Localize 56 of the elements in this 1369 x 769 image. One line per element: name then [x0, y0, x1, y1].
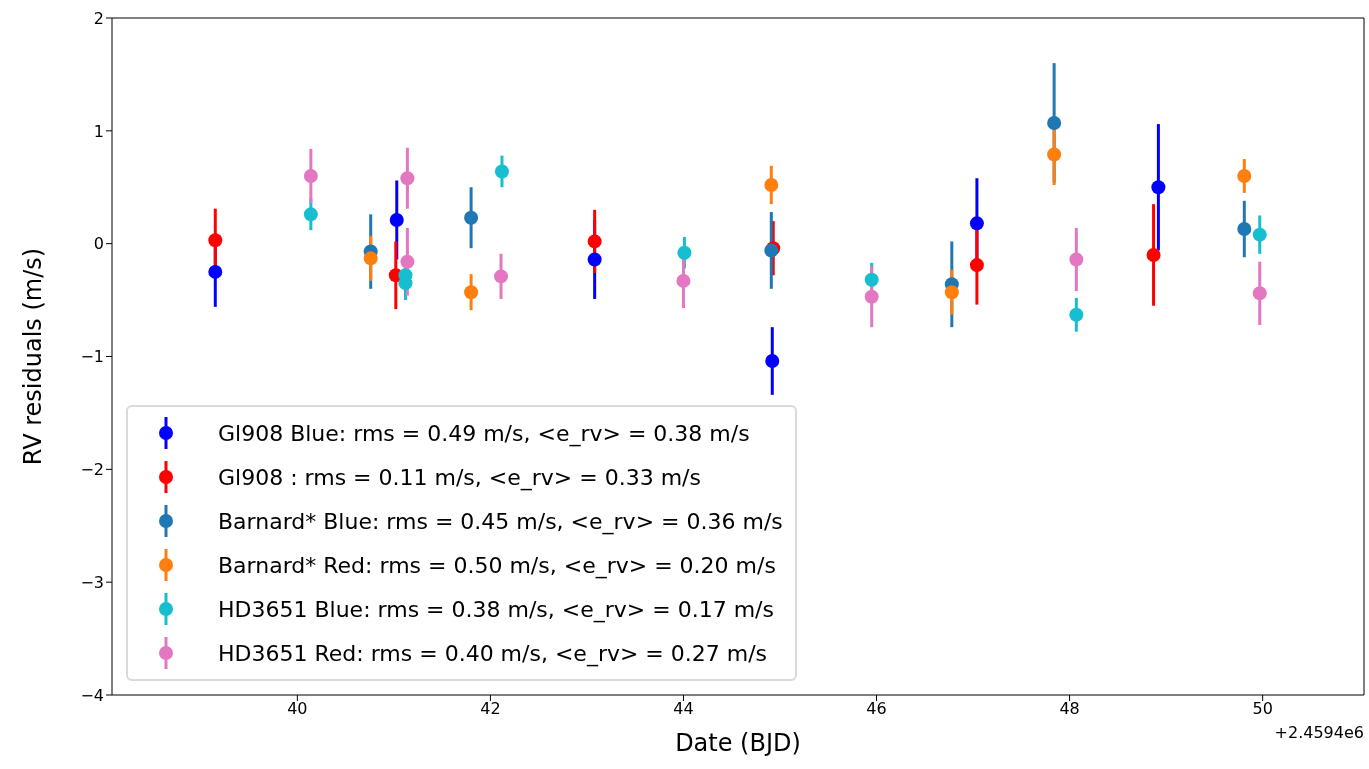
point	[208, 264, 223, 279]
y-tick-label: −4	[80, 685, 104, 705]
point	[1146, 247, 1161, 262]
y-tick-label: 0	[93, 234, 104, 254]
y-tick-label: 2	[93, 8, 104, 28]
point	[969, 258, 984, 273]
x-tick-label: 48	[1059, 699, 1080, 719]
point	[1237, 168, 1252, 183]
point	[208, 233, 223, 248]
point	[587, 234, 602, 249]
point	[765, 354, 780, 369]
point	[464, 210, 479, 225]
point	[400, 254, 415, 269]
point	[677, 245, 692, 260]
point	[1047, 147, 1062, 162]
point	[864, 289, 879, 304]
y-tick-label: 1	[93, 121, 104, 141]
point	[1151, 180, 1166, 195]
legend-label: Gl908 Blue: rms = 0.49 m/s, <e_rv> = 0.38 m/s	[218, 420, 750, 446]
x-tick-label: 42	[480, 699, 501, 719]
point	[494, 269, 509, 284]
point	[303, 168, 318, 183]
x-tick-label: 50	[1252, 699, 1273, 719]
point	[1252, 286, 1267, 301]
point	[944, 285, 959, 300]
point	[303, 207, 318, 222]
point	[1069, 307, 1084, 322]
y-axis-title: RV residuals (m/s)	[18, 247, 47, 466]
point	[676, 273, 691, 288]
x-axis-title: Date (BJD)	[675, 729, 801, 757]
legend-label: Barnard* Red: rms = 0.50 m/s, <e_rv> = 0.20 m/s	[218, 552, 776, 578]
y-tick-label: −3	[80, 572, 104, 592]
point	[1237, 222, 1252, 236]
point	[969, 216, 984, 231]
point	[1069, 252, 1084, 267]
x-tick-label: 46	[866, 699, 887, 719]
point	[464, 285, 479, 300]
point	[398, 276, 413, 291]
point	[389, 212, 404, 227]
point	[1047, 115, 1062, 130]
point	[764, 177, 779, 192]
text: +2.4594e6	[1274, 723, 1364, 742]
x-tick-label: 40	[287, 699, 308, 719]
legend-label: HD3651 Blue: rms = 0.38 m/s, <e_rv> = 0.17 m/s	[218, 596, 774, 622]
y-tick-label: −2	[80, 460, 104, 480]
point	[1252, 227, 1267, 242]
point	[494, 164, 509, 179]
legend-label: Gl908 : rms = 0.11 m/s, <e_rv> = 0.33 m/s	[218, 464, 701, 490]
point	[864, 272, 879, 287]
point	[363, 251, 378, 266]
x-tick-label: 44	[673, 699, 694, 719]
point	[587, 252, 602, 267]
legend-label: Barnard* Blue: rms = 0.45 m/s, <e_rv> = 0.36 m/s	[218, 508, 783, 534]
legend-label: HD3651 Red: rms = 0.40 m/s, <e_rv> = 0.27 m/s	[218, 640, 768, 666]
point	[400, 171, 415, 186]
y-tick-label: −1	[80, 347, 104, 367]
